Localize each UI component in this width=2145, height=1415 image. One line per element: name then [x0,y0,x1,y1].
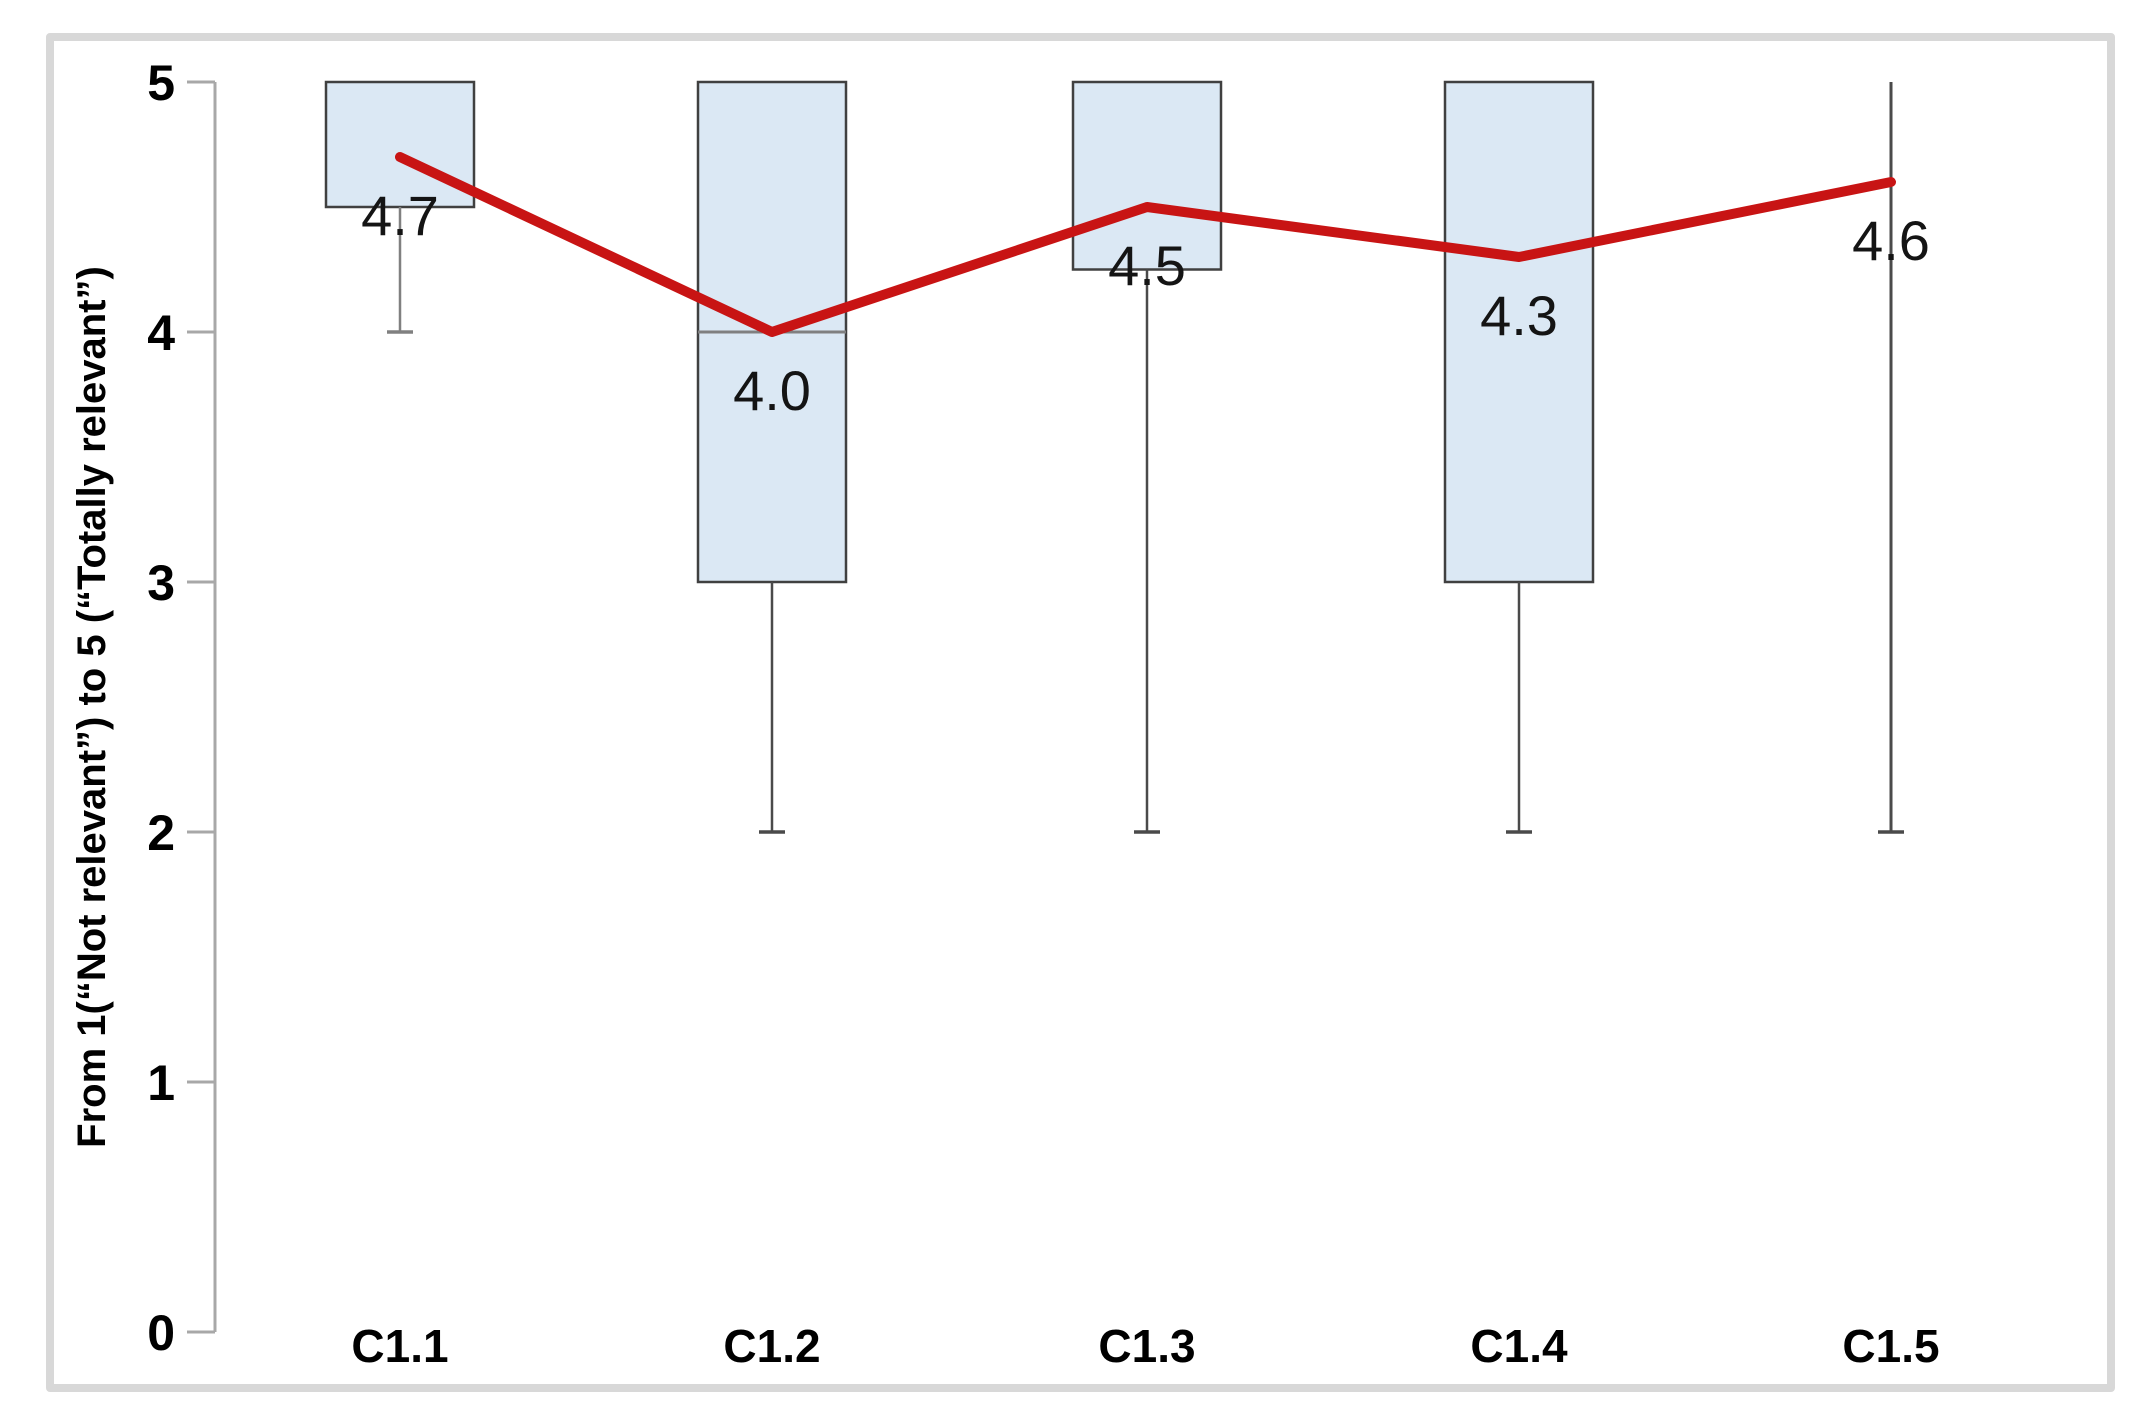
mean-label-C1.2: 4.0 [733,359,811,422]
box-C1.3 [1071,80,1223,271]
x-label-C1.1: C1.1 [351,1320,448,1372]
box-C1.1 [324,80,476,209]
x-label-C1.4: C1.4 [1470,1320,1568,1372]
x-label-C1.5: C1.5 [1842,1320,1939,1372]
x-label-C1.2: C1.2 [723,1320,820,1372]
y-tick-label-0: 0 [147,1305,175,1361]
mean-label-C1.4: 4.3 [1480,284,1558,347]
y-tick-label-4: 4 [147,305,175,361]
mean-label-C1.1: 4.7 [361,184,439,247]
x-label-C1.3: C1.3 [1098,1320,1195,1372]
y-tick-label-3: 3 [147,555,175,611]
mean-label-C1.3: 4.5 [1108,234,1186,297]
y-tick-label-2: 2 [147,805,175,861]
box-C1.4 [1443,80,1595,584]
mean-label-C1.5: 4.6 [1852,209,1930,272]
mean-line [395,152,1896,337]
y-axis-title: From 1(“Not relevant”) to 5 (“Totally re… [70,266,114,1148]
y-tick-label-5: 5 [147,55,175,111]
y-tick-label-1: 1 [147,1055,175,1111]
